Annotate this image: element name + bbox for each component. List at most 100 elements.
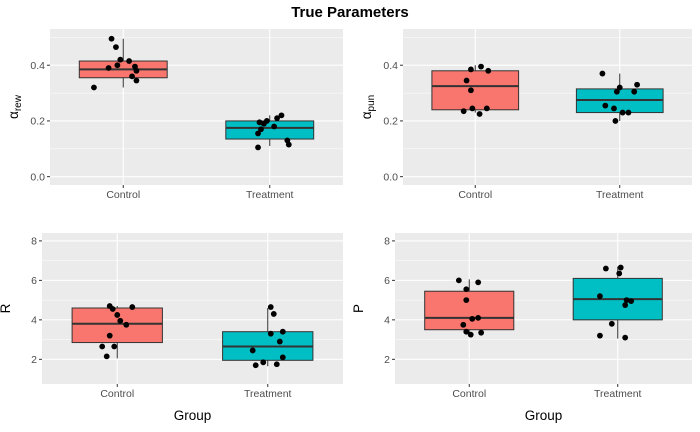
y-tick-label: 6 <box>384 275 390 287</box>
y-tick-label: 0.2 <box>383 116 398 128</box>
data-point <box>133 77 140 84</box>
data-point <box>460 108 467 115</box>
data-point <box>463 328 470 335</box>
y-tick-label: 2 <box>384 354 390 366</box>
data-point <box>622 302 629 308</box>
y-axis-title: R <box>0 303 13 313</box>
y-tick-label: 8 <box>384 236 390 248</box>
data-point <box>460 321 467 328</box>
panel-0: 0.0 0.2 0.4 Control Treatment αrew <box>6 29 343 201</box>
data-point <box>469 105 476 112</box>
data-point <box>123 321 130 328</box>
x-axis-title: Group <box>174 408 212 423</box>
data-point <box>485 67 492 74</box>
data-point <box>273 361 280 368</box>
data-point <box>612 118 619 124</box>
data-point <box>267 330 274 337</box>
data-point <box>106 332 113 339</box>
x-tick-label-treatment: Treatment <box>246 189 294 201</box>
data-point <box>475 279 482 286</box>
data-point <box>476 111 483 117</box>
x-tick-label-control: Control <box>452 388 486 400</box>
data-point <box>463 286 470 293</box>
data-point <box>133 67 140 74</box>
y-axis-title-main: α <box>6 111 21 119</box>
y-axis-title-subscript: pun <box>366 95 377 112</box>
y-tick-label: 0.2 <box>30 116 45 128</box>
y-axis-title-subscript: rew <box>13 94 24 111</box>
data-point <box>623 297 630 304</box>
x-tick-label-treatment: Treatment <box>594 388 642 400</box>
x-tick-label-control: Control <box>100 388 134 400</box>
y-tick-label: 0.0 <box>30 171 45 183</box>
box-treatment <box>225 120 315 140</box>
data-point <box>256 119 263 126</box>
x-axis-title: Group <box>525 408 563 423</box>
data-point <box>463 77 470 84</box>
data-point <box>267 304 274 310</box>
data-point <box>249 347 256 354</box>
x-tick-label-treatment: Treatment <box>596 189 644 201</box>
data-point <box>91 84 97 91</box>
data-point <box>631 88 638 95</box>
panel-1: 0.0 0.2 0.4 Control Treatment αpun <box>359 29 692 201</box>
data-point <box>258 126 264 133</box>
panel-background <box>50 29 343 185</box>
data-point <box>608 320 615 327</box>
x-tick-label-control: Control <box>106 189 140 201</box>
data-point <box>602 102 609 109</box>
data-point <box>611 105 617 112</box>
data-point <box>475 314 482 321</box>
y-tick-label: 2 <box>31 354 37 366</box>
data-point <box>276 338 283 345</box>
y-tick-label: 4 <box>384 315 390 327</box>
data-point <box>109 306 116 312</box>
data-point <box>599 70 606 77</box>
data-point <box>105 65 112 71</box>
y-tick-label: 6 <box>31 275 37 287</box>
y-axis-title: P <box>351 304 366 313</box>
data-point <box>285 141 292 148</box>
y-axis-title: αpun <box>359 95 377 120</box>
data-point <box>622 334 629 341</box>
data-point <box>279 354 286 361</box>
data-point <box>260 359 267 366</box>
data-point <box>108 35 115 42</box>
data-point <box>117 317 124 324</box>
panel-3: 2 4 6 8 Control Treatment P Group <box>351 233 692 423</box>
data-point <box>111 343 118 350</box>
data-point <box>597 332 603 339</box>
data-point <box>625 109 632 116</box>
y-tick-label: 0.0 <box>383 171 398 183</box>
data-point <box>617 264 624 271</box>
data-point <box>602 265 609 272</box>
data-point <box>468 66 474 73</box>
y-tick-label: 0.4 <box>383 60 398 72</box>
data-point <box>597 293 603 300</box>
x-tick-label-control: Control <box>458 189 492 201</box>
data-point <box>271 123 278 130</box>
box-control <box>424 290 515 331</box>
data-point <box>252 362 259 369</box>
data-point <box>260 120 267 127</box>
y-tick-label: 4 <box>31 315 37 327</box>
data-point <box>278 112 285 119</box>
data-point <box>274 115 280 122</box>
data-point <box>99 343 106 350</box>
data-point <box>129 304 136 310</box>
data-point <box>455 277 462 284</box>
data-point <box>117 56 124 63</box>
y-axis-title-main: α <box>359 111 374 119</box>
data-point <box>114 312 121 318</box>
chart-title: True Parameters <box>291 4 409 21</box>
data-point <box>270 311 277 317</box>
data-point <box>463 297 470 304</box>
y-axis-title: αrew <box>6 94 24 119</box>
data-point <box>129 73 135 80</box>
box-control <box>431 70 520 111</box>
data-point <box>483 105 490 112</box>
data-point <box>103 353 110 360</box>
data-point <box>113 44 119 51</box>
